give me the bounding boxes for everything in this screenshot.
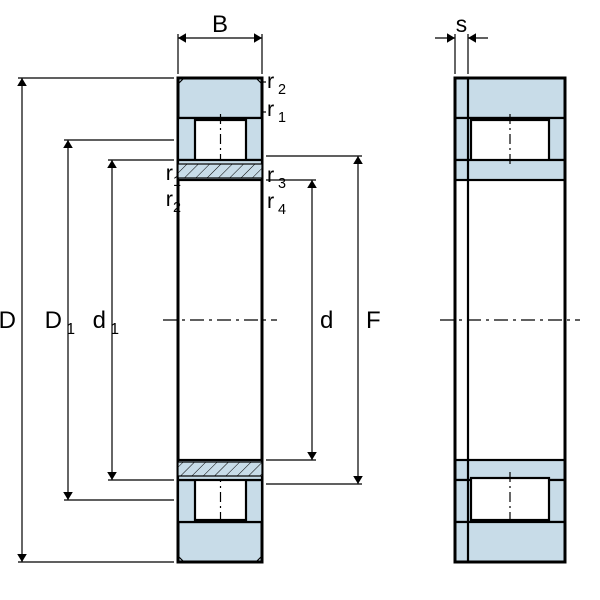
dim-d1: d	[93, 307, 106, 334]
label-r4-sub: 4	[278, 202, 286, 218]
label-r2-left-sub: 2	[173, 200, 181, 216]
dim-d1-sub: 1	[110, 321, 119, 338]
dim-s: s	[456, 11, 467, 37]
label-r2-top: r	[267, 68, 274, 93]
label-r3: r	[267, 162, 274, 187]
label-r1-left: r	[166, 160, 173, 185]
label-r3-sub: 3	[278, 176, 286, 192]
label-r2-left: r	[166, 186, 173, 211]
label-r1-top-sub: 1	[278, 110, 286, 126]
dim-d: d	[320, 307, 333, 334]
dim-F: F	[366, 307, 381, 334]
label-r4: r	[267, 188, 274, 213]
dim-B: B	[212, 11, 228, 38]
dim-D: D	[0, 307, 16, 334]
dim-D1: D	[45, 307, 62, 334]
dim-D1-sub: 1	[66, 321, 75, 338]
label-r2-top-sub: 2	[278, 82, 286, 98]
label-r1-left-sub: 1	[173, 174, 181, 190]
label-r1-top: r	[267, 96, 274, 121]
